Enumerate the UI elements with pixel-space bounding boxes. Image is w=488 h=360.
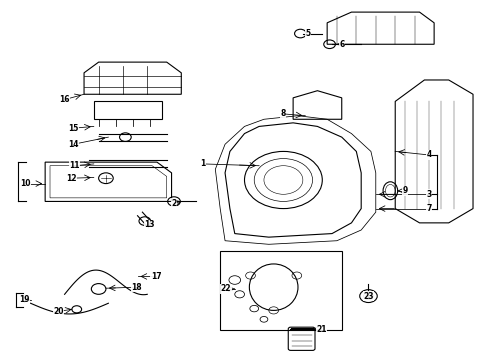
Text: 6: 6 — [338, 40, 344, 49]
Text: 21: 21 — [315, 325, 326, 334]
Text: 10: 10 — [20, 179, 31, 188]
Text: 12: 12 — [65, 174, 76, 183]
Text: 22: 22 — [220, 284, 231, 293]
Text: 2: 2 — [171, 199, 176, 208]
Text: 7: 7 — [426, 204, 431, 213]
Text: 19: 19 — [20, 295, 30, 304]
Text: 16: 16 — [59, 95, 70, 104]
Text: 3: 3 — [426, 190, 431, 199]
Text: 14: 14 — [68, 140, 79, 149]
Text: 17: 17 — [150, 272, 161, 281]
Text: 9: 9 — [402, 186, 407, 195]
Text: 15: 15 — [68, 124, 79, 133]
Text: 13: 13 — [144, 220, 155, 229]
Text: 18: 18 — [131, 283, 142, 292]
Bar — [220, 251, 341, 330]
Text: 8: 8 — [280, 109, 285, 118]
Text: 4: 4 — [426, 150, 431, 159]
Text: 20: 20 — [53, 307, 63, 316]
Text: 11: 11 — [69, 161, 80, 170]
Text: 5: 5 — [305, 29, 310, 38]
Text: 1: 1 — [200, 159, 205, 168]
Text: 23: 23 — [363, 292, 373, 301]
